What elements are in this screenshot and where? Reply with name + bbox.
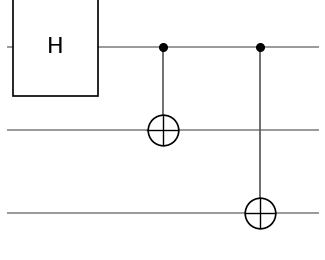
Text: H: H (47, 37, 64, 57)
FancyBboxPatch shape (13, 0, 98, 96)
